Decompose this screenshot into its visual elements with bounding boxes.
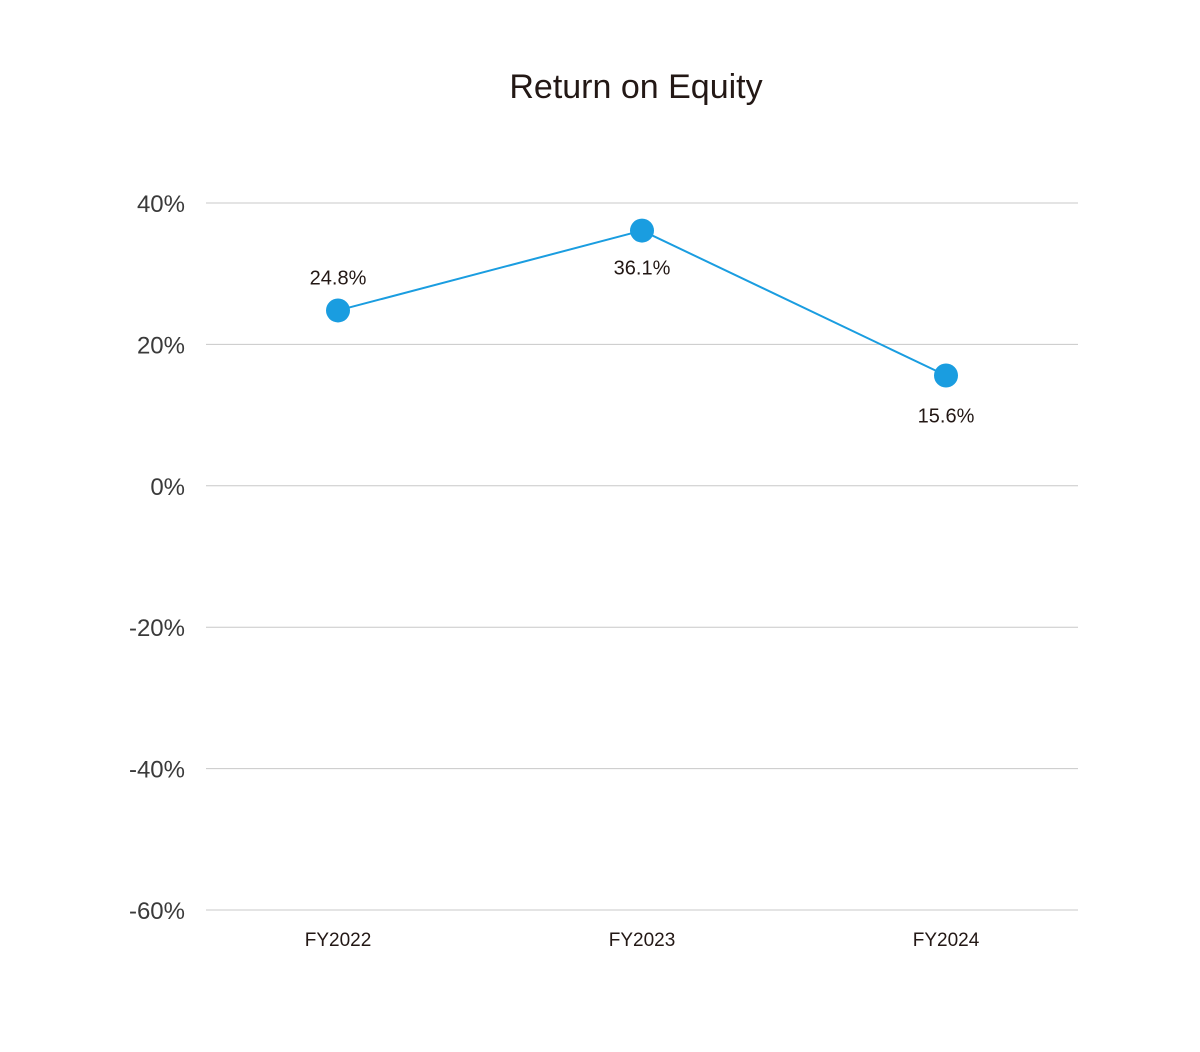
data-point: [630, 218, 654, 243]
data-label: 15.6%: [918, 406, 975, 428]
x-tick-label: FY2022: [305, 930, 372, 951]
data-label: 36.1%: [614, 258, 671, 280]
data-labels: 24.8% 36.1% 15.6%: [310, 258, 975, 428]
y-axis-ticks: 40% 20% 0% -20% -40% -60%: [129, 191, 185, 925]
x-tick-label: FY2023: [609, 930, 676, 951]
x-tick-label: FY2024: [913, 930, 980, 951]
y-tick-label: -40%: [129, 757, 185, 784]
y-tick-label: 40%: [137, 191, 185, 218]
series-line-path: [337, 229, 947, 377]
series-points: [326, 218, 958, 388]
data-point: [934, 363, 958, 388]
gridlines: [206, 202, 1078, 911]
series-line: [337, 229, 947, 377]
x-axis-ticks: FY2022 FY2023 FY2024: [305, 930, 980, 951]
y-tick-label: 0%: [150, 474, 185, 501]
y-tick-label: -20%: [129, 615, 185, 642]
y-tick-label: 20%: [137, 332, 185, 359]
y-tick-label: -60%: [129, 898, 185, 925]
data-point: [326, 298, 350, 323]
data-label: 24.8%: [310, 267, 367, 289]
chart-title: Return on Equity: [509, 68, 762, 106]
